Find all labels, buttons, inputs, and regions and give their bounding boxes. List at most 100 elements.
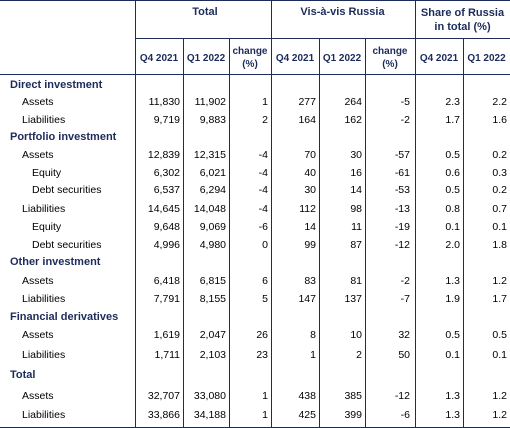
row-label: Liabilities — [22, 349, 66, 361]
cell-value: 0.1 — [492, 221, 507, 233]
row-label: Liabilities — [22, 203, 66, 215]
cell-value: 9,648 — [153, 221, 180, 233]
cell-value: 98 — [350, 203, 362, 215]
cell-value: -12 — [394, 239, 410, 251]
cell-value: 16 — [350, 167, 362, 179]
cell-value: 1.3 — [445, 409, 460, 421]
cell-value: 1.9 — [445, 293, 460, 305]
cell-value: 0 — [262, 239, 268, 251]
cell-value: 399 — [344, 409, 362, 421]
cell-value: -6 — [258, 221, 268, 233]
cell-value: 30 — [350, 149, 362, 161]
cell-value: 0.1 — [492, 349, 507, 361]
cell-value: 11 — [351, 221, 362, 233]
cell-value: 11,830 — [148, 96, 180, 108]
cell-value: -4 — [258, 203, 268, 215]
cell-value: 6,294 — [199, 184, 226, 196]
cell-value: 26 — [256, 329, 268, 341]
row-label: Liabilities — [22, 293, 66, 305]
divider-col-2 — [229, 38, 230, 428]
header-bottom-rule — [0, 74, 510, 75]
table-row: Assets 11,830 11,902 1 277 264 -5 2.3 2.2 — [0, 93, 510, 111]
row-label: Assets — [22, 96, 54, 108]
section-row: Other investment — [0, 253, 510, 271]
divider-col-5 — [365, 38, 366, 428]
cell-value: 6,302 — [153, 167, 180, 179]
cell-value: 10 — [350, 329, 362, 341]
cell-value: 1.2 — [492, 409, 507, 421]
cell-value: -2 — [400, 114, 410, 126]
cell-value: 34,188 — [193, 409, 226, 421]
cell-value: 14,645 — [147, 203, 180, 215]
cell-value: 6 — [262, 275, 268, 287]
cell-value: 2,103 — [199, 349, 226, 361]
cell-value: 1 — [262, 96, 268, 108]
cell-value: 385 — [344, 390, 362, 402]
cell-value: -57 — [394, 149, 410, 161]
subheader-russia-q1-2022: Q1 2022 — [322, 53, 362, 64]
row-label: Equity — [32, 167, 62, 179]
cell-value: 2.2 — [492, 96, 507, 108]
table-row: Debt securities 4,996 4,980 0 99 87 -12 2.0 1.8 — [0, 236, 510, 254]
cell-value: 6,418 — [153, 275, 180, 287]
cell-value: 8 — [310, 329, 316, 341]
cell-value: 277 — [298, 96, 316, 108]
divider-group-3 — [415, 0, 416, 428]
divider-label-col — [135, 0, 136, 428]
row-label: Liabilities — [22, 409, 66, 421]
cell-value: -7 — [400, 293, 410, 305]
cell-value: 0.2 — [492, 149, 507, 161]
divider-col-4 — [319, 38, 320, 428]
cell-value: 137 — [344, 293, 362, 305]
cell-value: 1.8 — [492, 239, 507, 251]
cell-value: -19 — [394, 221, 410, 233]
cell-value: 2 — [356, 349, 362, 361]
cell-value: 5 — [262, 293, 268, 305]
section-label: Financial derivatives — [10, 311, 119, 323]
cell-value: 112 — [299, 203, 316, 215]
cell-value: 2,047 — [199, 329, 226, 341]
section-row: Direct investment — [0, 76, 510, 94]
table-row: Assets 6,418 6,815 6 83 81 -2 1.3 1.2 — [0, 272, 510, 290]
cell-value: 14 — [350, 184, 362, 196]
cell-value: 1 — [310, 349, 316, 361]
cell-value: 0.5 — [445, 149, 460, 161]
cell-value: 23 — [256, 349, 268, 361]
cell-value: 425 — [298, 409, 316, 421]
subheader-russia-q4-2021: Q4 2021 — [275, 53, 315, 64]
table-row: Equity 9,648 9,069 -6 14 11 -19 0.1 0.1 — [0, 218, 510, 236]
table-row: Liabilities 14,645 14,048 -4 112 98 -13 0.8 0.7 — [0, 200, 510, 218]
section-row: Total — [0, 366, 510, 384]
cell-value: 1,711 — [154, 349, 181, 361]
cell-value: -4 — [258, 184, 268, 196]
row-label: Assets — [22, 275, 54, 287]
cell-value: 1 — [262, 390, 268, 402]
cell-value: -2 — [400, 275, 410, 287]
cell-value: -4 — [258, 167, 268, 179]
subheader-share-q4-2021: Q4 2021 — [419, 53, 459, 64]
cell-value: 264 — [344, 96, 362, 108]
cell-value: -4 — [258, 149, 268, 161]
cell-value: 30 — [304, 184, 316, 196]
cell-value: 6,021 — [199, 167, 226, 179]
cell-value: 1.7 — [492, 293, 507, 305]
cell-value: 0.1 — [445, 349, 460, 361]
section-label: Other investment — [10, 256, 101, 268]
cell-value: -53 — [394, 184, 410, 196]
table-row: Assets 32,707 33,080 1 438 385 -12 1.3 1.2 — [0, 387, 510, 405]
header-share-line1: Share of Russia — [420, 7, 505, 19]
cell-value: 11,902 — [194, 96, 226, 108]
cell-value: 2 — [262, 114, 268, 126]
cell-value: 32,707 — [147, 390, 180, 402]
cell-value: 0.6 — [445, 167, 460, 179]
cell-value: 0.5 — [445, 329, 460, 341]
cell-value: 1.2 — [492, 275, 507, 287]
table-row: Liabilities 9,719 9,883 2 164 162 -2 1.7 1.6 — [0, 111, 510, 129]
table-row: Liabilities 1,711 2,103 23 1 2 50 0.1 0.1 — [0, 346, 510, 364]
cell-value: 1,619 — [153, 329, 180, 341]
cell-value: 1.6 — [492, 114, 507, 126]
cell-value: 2.3 — [445, 96, 460, 108]
cell-value: 99 — [304, 239, 316, 251]
cell-value: 9,883 — [199, 114, 226, 126]
